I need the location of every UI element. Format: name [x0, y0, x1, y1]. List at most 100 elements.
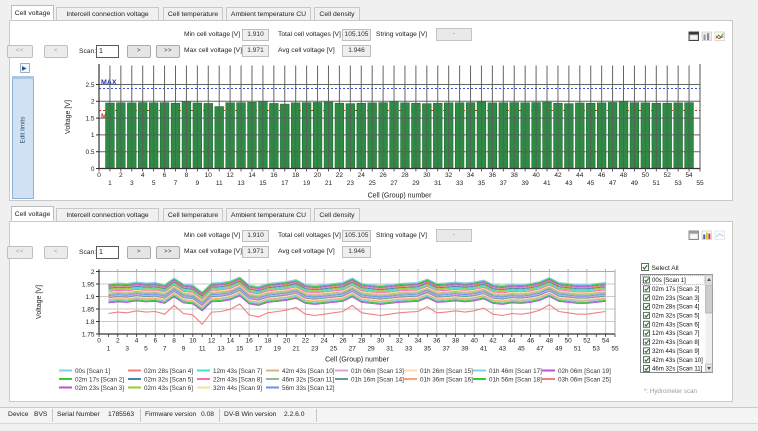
svg-text:12m 43s [Scan 7]: 12m 43s [Scan 7]: [652, 330, 700, 337]
svg-text:37: 37: [443, 346, 451, 353]
svg-text:01h 36m [Scan 16]: 01h 36m [Scan 16]: [420, 377, 473, 384]
svg-text:12: 12: [227, 172, 235, 179]
svg-text:00s [Scan 1]: 00s [Scan 1]: [652, 277, 686, 284]
svg-text:12: 12: [208, 338, 216, 345]
svg-text:22: 22: [336, 172, 344, 179]
svg-text:46m 32s [Scan 11]: 46m 32s [Scan 11]: [282, 377, 334, 384]
svg-text:38: 38: [511, 172, 519, 179]
svg-text:20: 20: [283, 338, 291, 345]
svg-text:46: 46: [598, 172, 606, 179]
svg-text:2: 2: [91, 99, 95, 106]
svg-text:39: 39: [522, 180, 530, 187]
svg-text:17: 17: [255, 346, 263, 353]
svg-text:3: 3: [125, 346, 129, 353]
svg-text:8: 8: [185, 172, 189, 179]
svg-text:54: 54: [602, 338, 610, 345]
svg-text:55: 55: [611, 346, 619, 353]
svg-text:18: 18: [292, 172, 300, 179]
svg-text:46: 46: [527, 338, 535, 345]
svg-text:30: 30: [423, 172, 431, 179]
svg-text:3: 3: [130, 180, 134, 187]
svg-text:40: 40: [532, 172, 540, 179]
svg-text:47: 47: [536, 346, 544, 353]
svg-text:23: 23: [311, 346, 319, 353]
svg-text:8: 8: [172, 338, 176, 345]
svg-text:01h 56m [Scan 18]: 01h 56m [Scan 18]: [489, 377, 542, 384]
svg-text:02m 43s [Scan 6]: 02m 43s [Scan 6]: [144, 385, 193, 392]
svg-text:44: 44: [508, 338, 516, 345]
svg-text:13: 13: [217, 346, 225, 353]
svg-text:33: 33: [405, 346, 413, 353]
svg-text:53: 53: [593, 346, 601, 353]
svg-text:1.85: 1.85: [82, 306, 95, 313]
svg-text:12m 43s [Scan 7]: 12m 43s [Scan 7]: [213, 368, 262, 375]
svg-text:46m 32s [Scan 11]: 46m 32s [Scan 11]: [652, 366, 703, 373]
svg-text:02m 28s [Scan 4]: 02m 28s [Scan 4]: [144, 368, 193, 375]
svg-text:49: 49: [631, 180, 639, 187]
svg-text:23: 23: [347, 180, 355, 187]
svg-text:48: 48: [620, 172, 628, 179]
svg-text:02h 06m [Scan 19]: 02h 06m [Scan 19]: [558, 368, 611, 375]
svg-text:01h 26m [Scan 15]: 01h 26m [Scan 15]: [420, 368, 473, 375]
svg-text:02m 23s [Scan 3]: 02m 23s [Scan 3]: [652, 295, 700, 302]
svg-text:32: 32: [445, 172, 453, 179]
svg-text:15: 15: [236, 346, 244, 353]
svg-text:54: 54: [685, 172, 693, 179]
svg-text:01h 16m [Scan 14]: 01h 16m [Scan 14]: [351, 377, 404, 384]
svg-text:42m 43s [Scan 10]: 42m 43s [Scan 10]: [652, 357, 703, 364]
svg-text:01h 06m [Scan 13]: 01h 06m [Scan 13]: [351, 368, 404, 375]
svg-text:32m 44s [Scan 9]: 32m 44s [Scan 9]: [213, 385, 262, 392]
svg-text:28: 28: [401, 172, 409, 179]
svg-text:33: 33: [456, 180, 464, 187]
svg-text:45: 45: [518, 346, 526, 353]
svg-text:42: 42: [489, 338, 497, 345]
svg-text:19: 19: [274, 346, 282, 353]
svg-text:13: 13: [237, 180, 245, 187]
svg-text:Voltage [V]: Voltage [V]: [36, 285, 43, 319]
svg-text:4: 4: [135, 338, 139, 345]
svg-text:36: 36: [489, 172, 497, 179]
svg-text:1.5: 1.5: [85, 115, 94, 122]
svg-text:*: Hydrometer scan: *: Hydrometer scan: [644, 388, 698, 395]
svg-text:2.5: 2.5: [85, 82, 94, 89]
svg-text:26: 26: [379, 172, 387, 179]
svg-text:37: 37: [500, 180, 508, 187]
svg-text:19: 19: [303, 180, 311, 187]
svg-text:20: 20: [314, 172, 322, 179]
svg-text:31: 31: [386, 346, 394, 353]
svg-text:26: 26: [339, 338, 347, 345]
svg-text:17: 17: [281, 180, 289, 187]
svg-text:02m 23s [Scan 3]: 02m 23s [Scan 3]: [75, 385, 124, 392]
svg-text:51: 51: [653, 180, 661, 187]
svg-text:25: 25: [369, 180, 377, 187]
svg-text:2: 2: [119, 172, 123, 179]
svg-text:11: 11: [199, 346, 206, 353]
svg-text:35: 35: [424, 346, 432, 353]
svg-text:Voltage [V]: Voltage [V]: [65, 100, 72, 134]
svg-text:02m 32s [Scan 5]: 02m 32s [Scan 5]: [144, 377, 193, 384]
svg-text:6: 6: [153, 338, 157, 345]
svg-text:53: 53: [675, 180, 683, 187]
svg-text:02m 43s [Scan 6]: 02m 43s [Scan 6]: [652, 321, 700, 328]
svg-text:34: 34: [467, 172, 475, 179]
svg-text:24: 24: [358, 172, 366, 179]
svg-text:30: 30: [377, 338, 385, 345]
svg-text:9: 9: [196, 180, 200, 187]
svg-text:35: 35: [478, 180, 486, 187]
svg-text:4: 4: [141, 172, 145, 179]
svg-text:32: 32: [396, 338, 404, 345]
svg-text:32m 44s [Scan 9]: 32m 44s [Scan 9]: [652, 348, 700, 355]
svg-text:1.95: 1.95: [82, 281, 95, 288]
svg-text:24: 24: [321, 338, 329, 345]
svg-text:11: 11: [216, 180, 223, 187]
svg-text:21: 21: [292, 346, 300, 353]
svg-text:41: 41: [480, 346, 488, 353]
svg-text:41: 41: [543, 180, 551, 187]
svg-text:16: 16: [245, 338, 253, 345]
svg-text:0: 0: [91, 166, 95, 173]
svg-text:03h 06m [Scan 25]: 03h 06m [Scan 25]: [558, 377, 611, 384]
svg-text:01h 46m [Scan 17]: 01h 46m [Scan 17]: [489, 368, 542, 375]
svg-text:1: 1: [91, 132, 95, 139]
svg-text:36: 36: [433, 338, 441, 345]
svg-text:16: 16: [270, 172, 278, 179]
